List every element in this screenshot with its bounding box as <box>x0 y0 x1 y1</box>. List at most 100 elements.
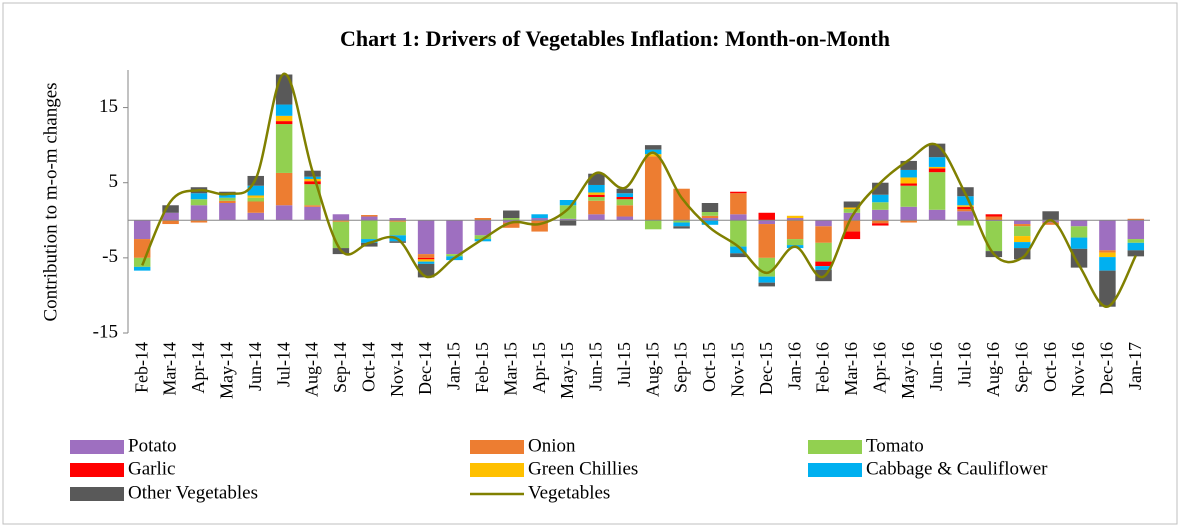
x-tick-label: Jan-17 <box>1125 342 1145 390</box>
bar-segment <box>616 205 634 217</box>
bar-segment <box>1099 250 1116 253</box>
bar-segment <box>275 104 293 116</box>
bar-segment <box>1014 242 1031 249</box>
bar-segment <box>588 194 605 197</box>
bar-segment <box>275 124 293 173</box>
x-tick-label: Jul-16 <box>955 342 975 387</box>
bar-segment <box>332 214 350 221</box>
x-tick-label: Sep-16 <box>1011 342 1031 393</box>
x-tick-label: Sep-15 <box>671 342 691 393</box>
bar-segment <box>304 176 321 179</box>
bar-segment <box>758 282 775 287</box>
bar-segment <box>247 197 264 202</box>
bar-segment <box>872 194 889 203</box>
bar-segment <box>928 172 946 210</box>
bar-segment <box>389 221 406 236</box>
x-tick-label: Jul-14 <box>273 342 293 387</box>
bar-segment <box>162 205 179 213</box>
bar-segment <box>304 178 321 182</box>
bar-segment <box>673 220 690 223</box>
x-tick-label: Oct-14 <box>358 342 378 392</box>
bar-segment <box>417 220 435 255</box>
bar-segment <box>190 199 208 206</box>
bar-segment <box>644 145 662 150</box>
bar-segment <box>417 257 435 260</box>
bar-segment <box>957 209 974 212</box>
bar-segment <box>1070 220 1088 227</box>
x-tick-label: Aug-16 <box>983 342 1003 397</box>
x-tick-label: May-14 <box>216 342 236 399</box>
bar-segment <box>417 261 435 264</box>
bar-segment <box>1070 226 1088 238</box>
bar-segment <box>219 193 236 198</box>
x-tick-label: Jul-15 <box>614 342 634 387</box>
bar-segment <box>361 239 378 243</box>
series-line <box>141 72 1137 308</box>
x-tick-label: Feb-14 <box>131 342 151 393</box>
bar-segment <box>503 218 520 221</box>
bar-segment <box>900 183 917 186</box>
bar-segment <box>1014 226 1031 237</box>
bar-segment <box>701 220 719 225</box>
bar-segment <box>1099 252 1116 258</box>
bar-segment <box>758 224 775 258</box>
legend-label: Cabbage & Cauliflower <box>866 458 1048 479</box>
bar-segment <box>503 222 520 228</box>
legend-label: Garlic <box>128 458 175 479</box>
legend-swatch <box>70 440 124 454</box>
bar-segment <box>701 212 719 216</box>
bar-segment <box>332 221 350 249</box>
bar-segment <box>133 220 151 240</box>
bar-segment <box>815 220 832 227</box>
x-tick-label: Dec-14 <box>415 342 435 395</box>
x-tick-label: Jun-15 <box>586 342 606 391</box>
bar-segment <box>786 220 804 240</box>
x-tick-label: Mar-14 <box>160 342 180 396</box>
bar-segment <box>673 188 690 221</box>
bar-segment <box>1014 248 1031 260</box>
bar-segment <box>1099 220 1116 251</box>
bar-segment <box>928 166 946 169</box>
bar-segment <box>219 197 236 201</box>
bar-segment <box>247 185 264 196</box>
bar-segment <box>133 266 151 271</box>
bar-segment <box>673 222 690 227</box>
x-tick-label: Mar-16 <box>841 342 861 396</box>
bar-segment <box>588 192 605 195</box>
bar-segment <box>275 121 293 125</box>
bar-segment <box>786 218 804 221</box>
bar-segment <box>304 181 321 185</box>
bar-segment <box>730 214 747 221</box>
bar-segment <box>190 193 208 200</box>
bar-segment <box>758 276 775 283</box>
bar-segment <box>701 218 719 221</box>
legend-label: Other Vegetables <box>128 482 258 503</box>
bar-segment <box>389 218 406 221</box>
bar-segment <box>900 206 917 221</box>
y-tick-label: -5 <box>102 246 118 267</box>
x-tick-label: Feb-16 <box>813 342 833 393</box>
y-tick-label: 5 <box>109 171 119 192</box>
bar-segment <box>361 242 378 247</box>
bar-segment <box>1099 257 1116 271</box>
bar-segment <box>701 215 719 219</box>
bar-segment <box>1127 220 1145 240</box>
bar-segment <box>247 201 264 213</box>
legend-swatch <box>808 440 862 454</box>
bar-segment <box>616 193 634 197</box>
legend-swatch <box>70 463 124 477</box>
bar-segment <box>190 220 208 223</box>
bar-segment <box>786 239 804 246</box>
legend-swatch <box>470 440 524 454</box>
x-tick-label: Aug-14 <box>302 342 322 397</box>
bar-segment <box>247 212 264 221</box>
bar-segment <box>588 173 605 185</box>
y-axis-label: Contribution to m-o-m changes <box>40 82 61 321</box>
bar-segment <box>446 254 463 257</box>
bar-segment <box>190 205 208 221</box>
x-tick-label: Nov-15 <box>727 342 747 397</box>
x-tick-label: Oct-16 <box>1040 342 1060 392</box>
bar-segment <box>730 246 747 254</box>
